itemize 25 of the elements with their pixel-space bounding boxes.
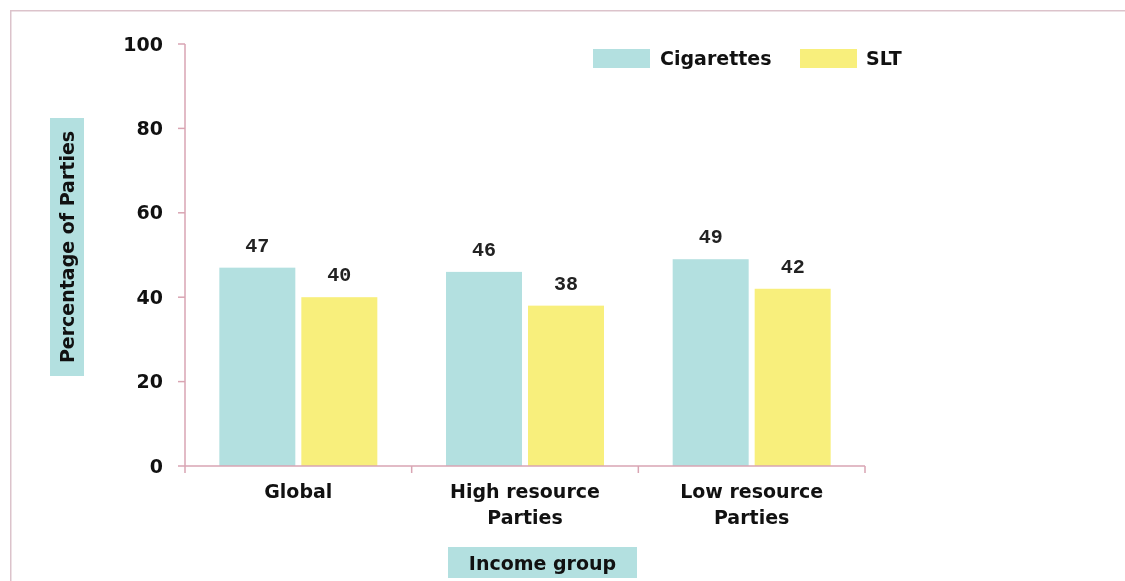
y-tick-label: 20: [136, 370, 163, 393]
y-tick-label: 40: [136, 285, 163, 308]
bar: [754, 288, 831, 466]
bar: [219, 267, 296, 466]
data-label: 38: [553, 272, 579, 296]
data-label: 40: [327, 264, 352, 288]
legend-label: SLT: [866, 47, 902, 69]
data-label: 42: [780, 255, 805, 279]
legend-label: Cigarettes: [660, 47, 772, 69]
y-tick-label: 0: [149, 454, 163, 477]
y-tick-label: 80: [136, 117, 163, 140]
bar: [528, 305, 604, 466]
bar: [446, 271, 522, 466]
y-tick-label: 100: [123, 32, 163, 55]
data-label: 47: [245, 234, 270, 258]
data-label: 46: [471, 238, 497, 262]
bar: [672, 259, 749, 466]
bar: [301, 297, 378, 466]
x-axis-title: Income group: [468, 552, 617, 574]
data-label: 49: [698, 226, 723, 250]
x-tick-label: High resource Parties: [450, 480, 600, 528]
y-tick-label: 60: [136, 201, 163, 224]
x-tick-label: Low resource Parties: [680, 480, 824, 528]
y-axis-title: Percentage of Parties: [56, 130, 78, 364]
x-tick-label: Global: [264, 480, 333, 502]
